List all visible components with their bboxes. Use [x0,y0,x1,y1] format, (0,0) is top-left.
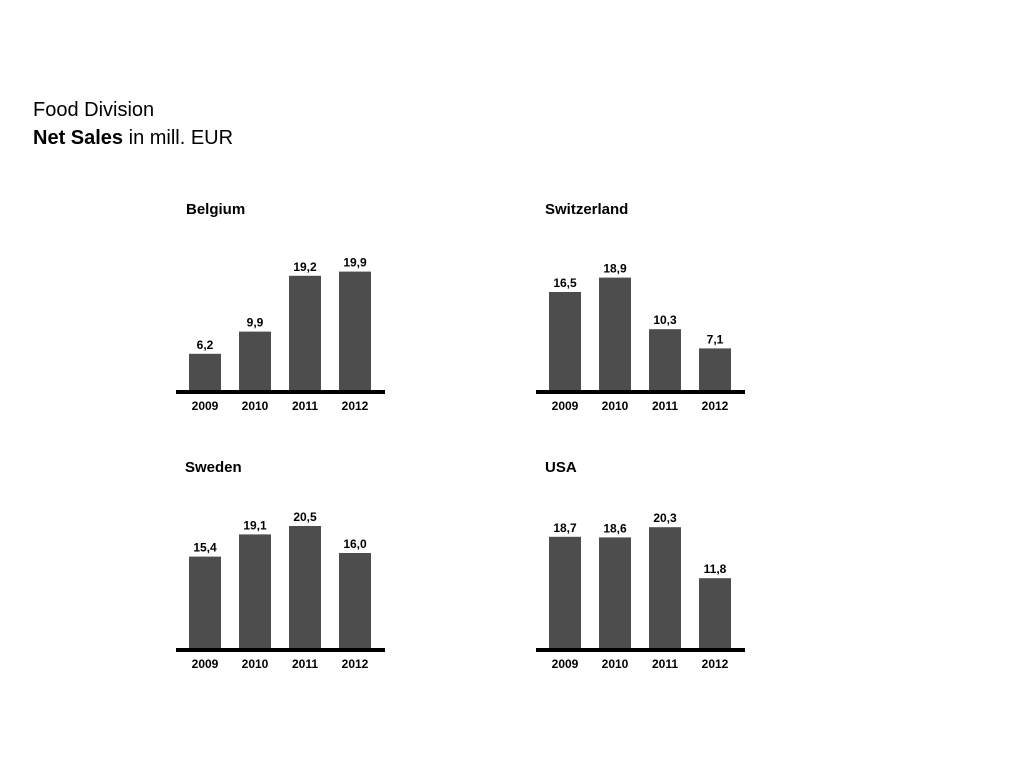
data-label-2012: 19,9 [343,256,367,270]
data-label-2012: 7,1 [707,332,724,346]
bar-2009 [549,292,581,391]
bar-2010 [599,277,631,391]
x-tick-label-2009: 2009 [552,399,579,413]
x-tick-label-2010: 2010 [242,657,269,671]
x-tick-label-2010: 2010 [602,399,629,413]
bar-2012 [339,271,371,391]
x-axis-baseline [176,648,385,652]
data-label-2009: 18,7 [553,521,577,535]
bar-chart-svg: 15,4 2009 19,1 2010 20,5 2011 16,0 2012 [176,510,385,671]
bar-2012 [699,348,731,391]
data-label-2011: 20,3 [653,511,677,525]
bar-2011 [289,526,321,649]
x-tick-label-2012: 2012 [342,657,369,671]
bar-2011 [289,275,321,391]
bar-2009 [549,536,581,649]
data-label-2010: 19,1 [243,518,267,532]
bar-chart-svg: 6,2 2009 9,9 2010 19,2 2011 19,9 2012 [176,256,385,413]
division-title: Food Division [33,99,155,121]
chart-title: Belgium [186,201,246,218]
chart-title: Sweden [185,459,242,476]
data-label-2009: 6,2 [197,338,214,352]
data-label-2010: 18,6 [603,521,627,535]
chart-title: Switzerland [545,201,629,218]
chart-belgium: Belgium 6,2 2009 9,9 2010 19,2 2011 19,9 2012 [176,201,476,431]
subtitle-unit: in mill. EUR [123,127,234,149]
x-tick-label-2012: 2012 [342,399,369,413]
data-label-2010: 9,9 [247,316,264,330]
bar-chart-svg: 18,7 2009 18,6 2010 20,3 2011 11,8 2012 [536,511,745,671]
x-tick-label-2012: 2012 [702,399,729,413]
data-label-2012: 16,0 [343,537,367,551]
data-label-2011: 19,2 [293,260,317,274]
subtitle: Net Sales in mill. EUR [33,124,233,152]
bar-2011 [649,527,681,649]
bar-2012 [339,553,371,649]
chart-sweden: Sweden 15,4 2009 19,1 2010 20,5 2011 16,0 2012 [176,459,476,689]
x-tick-label-2009: 2009 [192,399,219,413]
x-tick-label-2010: 2010 [242,399,269,413]
bar-2010 [599,537,631,649]
x-axis-baseline [176,390,385,394]
data-label-2010: 18,9 [603,262,627,276]
bar-2010 [239,331,271,391]
x-tick-label-2011: 2011 [292,657,318,671]
subtitle-metric: Net Sales [33,127,124,149]
x-tick-label-2012: 2012 [702,657,729,671]
data-label-2011: 10,3 [653,313,677,327]
x-tick-label-2011: 2011 [652,657,678,671]
bar-2009 [189,556,221,649]
bar-chart-svg: 16,5 2009 18,9 2010 10,3 2011 7,1 2012 [536,262,745,413]
data-label-2011: 20,5 [293,510,317,524]
chart-usa: USA 18,7 2009 18,6 2010 20,3 2011 11,8 2012 [536,459,836,689]
chart-title: USA [545,459,577,476]
data-label-2009: 15,4 [193,541,217,555]
chart-switzerland: Switzerland 16,5 2009 18,9 2010 10,3 2011 7,1 2… [536,201,836,431]
bar-2011 [649,329,681,391]
x-axis-baseline [536,390,745,394]
data-label-2009: 16,5 [553,276,577,290]
bar-2012 [699,578,731,649]
x-axis-baseline [536,648,745,652]
bar-2009 [189,353,221,391]
page-title: Food Division Net Sales in mill. EUR [33,96,233,152]
x-tick-label-2009: 2009 [552,657,579,671]
x-tick-label-2009: 2009 [192,657,219,671]
data-label-2012: 11,8 [704,562,727,576]
x-tick-label-2011: 2011 [292,399,318,413]
x-tick-label-2010: 2010 [602,657,629,671]
x-tick-label-2011: 2011 [652,399,678,413]
bar-2010 [239,534,271,649]
